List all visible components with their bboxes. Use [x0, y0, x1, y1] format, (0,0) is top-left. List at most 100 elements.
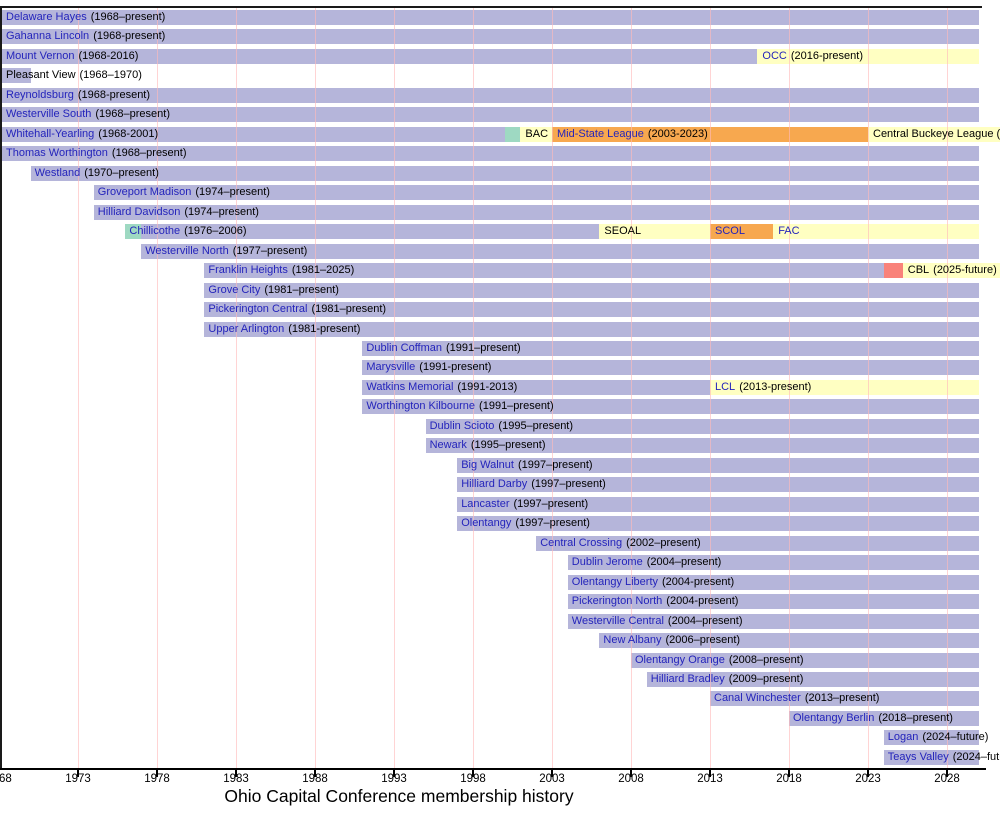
bar-segment	[631, 652, 979, 668]
school-name[interactable]: Mount Vernon	[6, 49, 75, 62]
bar-segment	[93, 185, 979, 201]
tick-2028	[946, 770, 948, 777]
row-label: Groveport Madison (1974–present)	[98, 185, 270, 200]
school-name[interactable]: Olentangy Orange	[635, 653, 725, 666]
bar-segment	[2, 48, 758, 64]
school-name[interactable]: Olentangy	[461, 517, 512, 530]
row-label: Marysville (1991-present)	[366, 360, 491, 375]
bar-segment	[773, 224, 979, 240]
row-label: Pleasant View (1968–1970)	[6, 68, 142, 83]
school-name[interactable]: Lancaster	[461, 497, 510, 510]
league-segment-label: BAC	[525, 127, 548, 142]
school-name[interactable]: Westland	[34, 166, 81, 179]
row-label: Olentangy Orange (2008–present)	[635, 653, 804, 668]
bar-segment	[567, 594, 979, 610]
tick-label-2018: 2018	[776, 773, 802, 785]
school-name[interactable]: Teays Valley	[887, 750, 949, 763]
school-name[interactable]: Upper Arlington	[208, 322, 285, 335]
league-segment-label: Central Buckeye League (20	[873, 127, 1000, 142]
row-label: Pickerington North (2004-present)	[572, 594, 739, 609]
school-name[interactable]: Westerville North	[145, 244, 229, 257]
league-label[interactable]: OCC	[762, 49, 787, 62]
school-name[interactable]: Canal Winchester	[714, 692, 801, 705]
bar-segment	[425, 438, 979, 454]
gridline-2013	[710, 8, 711, 768]
tick-1983	[235, 770, 237, 777]
league-label: CBL	[907, 264, 930, 277]
membership-dates: (1981–2025)	[291, 264, 355, 277]
membership-dates: (2004–present)	[667, 614, 743, 627]
school-name[interactable]: Hilliard Davidson	[97, 205, 181, 218]
bar-segment	[536, 535, 979, 551]
membership-dates: (1997–present)	[515, 517, 590, 530]
school-name[interactable]: Marysville	[366, 361, 416, 374]
school-name[interactable]: Olentangy Liberty	[571, 575, 659, 588]
bar-segment	[902, 263, 1000, 279]
membership-dates: (1981–present)	[311, 303, 387, 316]
school-name[interactable]: Delaware Hayes	[6, 11, 87, 23]
school-name[interactable]: New Albany	[603, 634, 662, 647]
school-name[interactable]: Whitehall-Yearling	[6, 127, 95, 140]
school-name[interactable]: Groveport Madison	[97, 186, 192, 199]
school-name[interactable]: Pickerington North	[571, 595, 663, 608]
bar-segment	[2, 146, 979, 162]
league-label[interactable]: FAC	[778, 225, 800, 238]
school-name[interactable]: Franklin Heights	[208, 264, 288, 277]
bar-segment	[457, 516, 979, 532]
bar-segment	[425, 418, 979, 434]
bar-segment	[457, 477, 979, 493]
tick-2008	[630, 770, 632, 777]
membership-dates: (1997–present)	[517, 458, 593, 471]
tick-1993	[393, 770, 395, 777]
school-name[interactable]: Logan	[887, 731, 919, 744]
school-name[interactable]: Newark	[429, 439, 467, 452]
school-name[interactable]: Dublin Scioto	[429, 419, 495, 432]
league-label[interactable]: SCOL	[715, 225, 745, 238]
bar-segment	[2, 126, 505, 142]
league-label[interactable]: LCL	[715, 380, 736, 393]
school-name[interactable]: Pickerington Central	[208, 303, 308, 316]
school-name[interactable]: Big Walnut	[461, 458, 514, 471]
row-label: Hilliard Davidson (1974–present)	[98, 205, 259, 220]
school-name[interactable]: Watkins Memorial	[366, 380, 454, 393]
bar-segment	[757, 48, 979, 64]
membership-dates: (1968-2016)	[78, 49, 139, 62]
membership-dates: (2013–present)	[804, 692, 880, 705]
membership-dates: (1968-2001)	[98, 127, 159, 140]
school-name[interactable]: Central Crossing	[540, 536, 623, 549]
membership-dates: (2006–present)	[665, 634, 741, 647]
tick-2023	[867, 770, 869, 777]
row-label: Dublin Jerome (2004–present)	[572, 555, 722, 570]
bar-segment	[868, 126, 1000, 142]
membership-dates: (2018–present)	[878, 711, 953, 724]
school-name[interactable]: Reynoldsburg	[6, 88, 74, 101]
league-segment-label: SEOAL	[604, 224, 641, 239]
league-label[interactable]: Mid-State League	[557, 127, 644, 140]
school-name[interactable]: Hilliard Bradley	[650, 672, 725, 685]
bar-segment	[141, 224, 600, 240]
league-label: SEOAL	[604, 225, 642, 238]
bar-segment	[141, 243, 979, 259]
row-label: Pickerington Central (1981–present)	[208, 302, 386, 317]
row-label: New Albany (2006–present)	[603, 633, 740, 648]
gridline-1993	[394, 8, 395, 768]
school-name[interactable]: Westerville South	[6, 108, 92, 121]
school-name[interactable]: Olentangy Berlin	[793, 711, 875, 724]
membership-dates: (1974–present)	[184, 205, 259, 218]
league-label: BAC	[525, 127, 549, 140]
school-name[interactable]: Westerville Central	[571, 614, 664, 627]
membership-dates: (2009–present)	[728, 672, 804, 685]
row-label: Olentangy (1997–present)	[461, 516, 590, 531]
school-name[interactable]: Grove City	[208, 283, 261, 296]
school-name[interactable]: Thomas Worthington	[6, 147, 108, 160]
bar-segment	[883, 263, 903, 279]
bar-segment	[710, 691, 979, 707]
bar-segment	[2, 68, 31, 84]
school-name[interactable]: Hilliard Darby	[461, 478, 528, 491]
school-name[interactable]: Gahanna Lincoln	[6, 30, 90, 43]
school-name[interactable]: Dublin Coffman	[366, 341, 443, 354]
membership-dates: (1968–present)	[111, 147, 187, 160]
school-name[interactable]: Dublin Jerome	[571, 556, 643, 569]
school-name[interactable]: Worthington Kilbourne	[366, 400, 476, 413]
school-name[interactable]: Chillicothe	[129, 225, 181, 238]
